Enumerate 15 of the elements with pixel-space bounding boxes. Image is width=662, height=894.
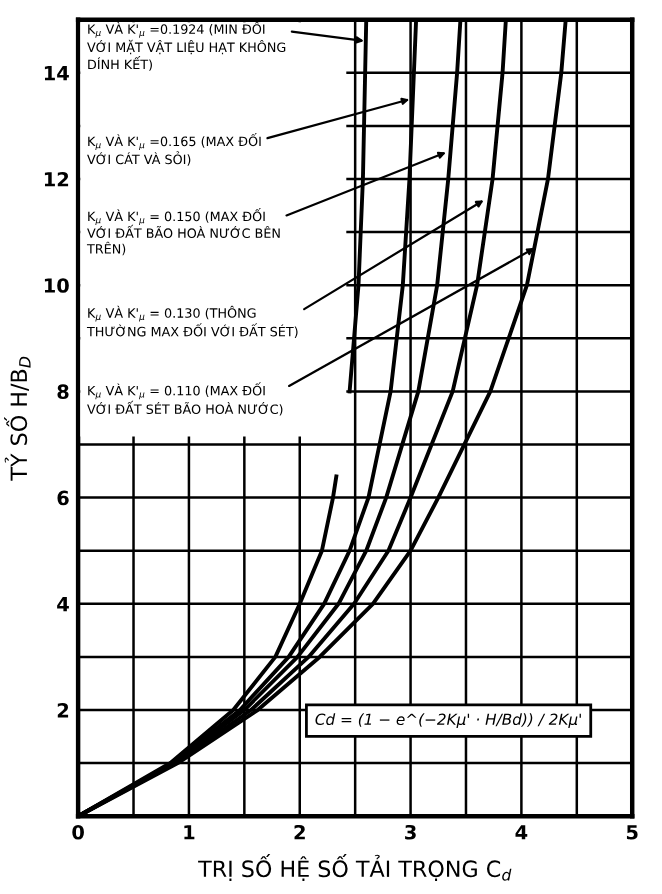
x-tick-label: 3 xyxy=(405,824,416,840)
x-tick-label: 5 xyxy=(626,825,638,840)
y-tick-label: 2 xyxy=(57,702,69,718)
y-tick-label: 6 xyxy=(57,490,69,506)
x-axis-title: TRỊ SỐ HỆ SỐ TẢI TRỌNG C$_{d}$ xyxy=(198,854,512,881)
x-tick-label: 4 xyxy=(515,825,528,840)
x-tick-label: 0 xyxy=(72,824,84,840)
y-tick-label: 14 xyxy=(44,65,69,81)
y-axis-title: TỶ SỐ H/B$_{D}$ xyxy=(4,356,31,481)
y-tick-label: 4 xyxy=(57,597,69,612)
y-tick-label: 8 xyxy=(57,384,69,400)
x-tick-label: 2 xyxy=(294,824,305,840)
y-tick-label: 10 xyxy=(44,278,69,293)
x-tick-label: 1 xyxy=(184,825,195,840)
y-tick-label: 12 xyxy=(44,171,69,187)
